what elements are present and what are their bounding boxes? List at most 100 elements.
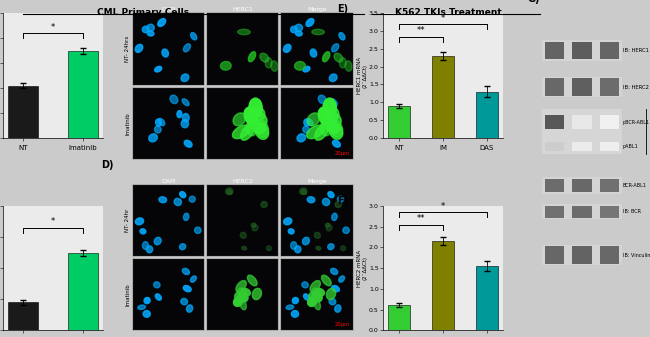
Ellipse shape [184, 140, 192, 147]
Ellipse shape [306, 19, 314, 27]
Ellipse shape [182, 99, 189, 106]
Ellipse shape [242, 246, 246, 250]
Ellipse shape [302, 282, 308, 288]
Ellipse shape [339, 276, 345, 282]
Ellipse shape [326, 223, 330, 227]
Ellipse shape [328, 244, 334, 250]
Ellipse shape [315, 124, 328, 140]
Bar [572, 142, 592, 151]
Ellipse shape [183, 268, 190, 275]
Ellipse shape [170, 95, 178, 104]
Ellipse shape [187, 305, 192, 312]
Ellipse shape [333, 140, 341, 147]
Ellipse shape [294, 61, 305, 70]
Ellipse shape [307, 125, 324, 139]
Ellipse shape [330, 123, 343, 140]
Bar [432, 56, 454, 138]
Ellipse shape [249, 98, 262, 118]
Ellipse shape [181, 120, 188, 128]
Bar [600, 115, 619, 129]
Ellipse shape [283, 44, 291, 52]
Bar [600, 142, 619, 151]
Bar [542, 177, 621, 194]
Bar [572, 79, 592, 96]
Y-axis label: HERC1 mRNA
(2⁻ΔΔCt): HERC1 mRNA (2⁻ΔΔCt) [357, 57, 368, 94]
Title: Merge: Merge [307, 7, 327, 12]
Ellipse shape [313, 298, 320, 310]
Ellipse shape [220, 61, 231, 70]
Text: 20μm: 20μm [335, 151, 350, 156]
Ellipse shape [235, 292, 245, 303]
Ellipse shape [252, 225, 258, 231]
Ellipse shape [307, 113, 320, 126]
Ellipse shape [252, 112, 267, 127]
Ellipse shape [238, 29, 250, 35]
Ellipse shape [322, 198, 330, 206]
Ellipse shape [261, 202, 267, 208]
Bar [545, 115, 564, 129]
Bar [545, 179, 564, 192]
Ellipse shape [227, 190, 233, 194]
Bar [476, 266, 498, 330]
Bar [542, 245, 621, 265]
Title: DAPI: DAPI [161, 7, 176, 12]
Y-axis label: NT- 24hrs: NT- 24hrs [125, 36, 130, 62]
Ellipse shape [331, 114, 337, 122]
Ellipse shape [318, 95, 326, 104]
Ellipse shape [327, 123, 340, 134]
Ellipse shape [271, 61, 278, 71]
Bar [600, 206, 619, 218]
Ellipse shape [294, 246, 301, 253]
Text: K562 TKIs Treatment: K562 TKIs Treatment [395, 8, 502, 18]
Text: *: * [441, 13, 445, 23]
Ellipse shape [144, 298, 150, 304]
Bar [545, 42, 564, 59]
Ellipse shape [239, 293, 248, 302]
Ellipse shape [315, 232, 320, 238]
Text: BCR-ABL1: BCR-ABL1 [623, 183, 647, 188]
Ellipse shape [143, 310, 150, 317]
Ellipse shape [291, 242, 296, 249]
Ellipse shape [330, 120, 337, 128]
Ellipse shape [332, 213, 337, 220]
Ellipse shape [310, 280, 320, 292]
Ellipse shape [189, 196, 196, 202]
Title: HERC1: HERC1 [232, 7, 254, 12]
Ellipse shape [341, 246, 346, 251]
Ellipse shape [179, 192, 186, 198]
Ellipse shape [326, 112, 341, 127]
Ellipse shape [162, 49, 168, 57]
Ellipse shape [307, 197, 315, 203]
Ellipse shape [283, 218, 292, 225]
Ellipse shape [323, 98, 336, 118]
Ellipse shape [181, 74, 188, 82]
Ellipse shape [325, 111, 330, 118]
Ellipse shape [304, 119, 309, 126]
Title: Merge: Merge [307, 179, 327, 184]
Text: IB: HERC2: IB: HERC2 [623, 85, 649, 90]
Text: IB: BCR: IB: BCR [623, 209, 641, 214]
Text: F): F) [337, 196, 348, 206]
Ellipse shape [246, 121, 256, 136]
Ellipse shape [322, 275, 332, 286]
Ellipse shape [255, 123, 268, 140]
Ellipse shape [190, 33, 197, 40]
Bar [389, 106, 410, 138]
Text: CML Primary Cells: CML Primary Cells [97, 8, 189, 18]
Text: pABL1: pABL1 [623, 144, 638, 149]
Title: HERC2: HERC2 [232, 179, 254, 184]
Ellipse shape [147, 31, 154, 36]
Text: *: * [51, 217, 55, 226]
Ellipse shape [240, 124, 254, 140]
Ellipse shape [155, 126, 161, 133]
Ellipse shape [330, 74, 337, 82]
Bar [572, 42, 592, 59]
Ellipse shape [316, 246, 320, 250]
Ellipse shape [306, 118, 313, 126]
Ellipse shape [183, 213, 189, 220]
Ellipse shape [332, 285, 339, 292]
Ellipse shape [322, 52, 330, 62]
Ellipse shape [155, 66, 162, 72]
Ellipse shape [332, 44, 339, 52]
Ellipse shape [296, 31, 302, 36]
